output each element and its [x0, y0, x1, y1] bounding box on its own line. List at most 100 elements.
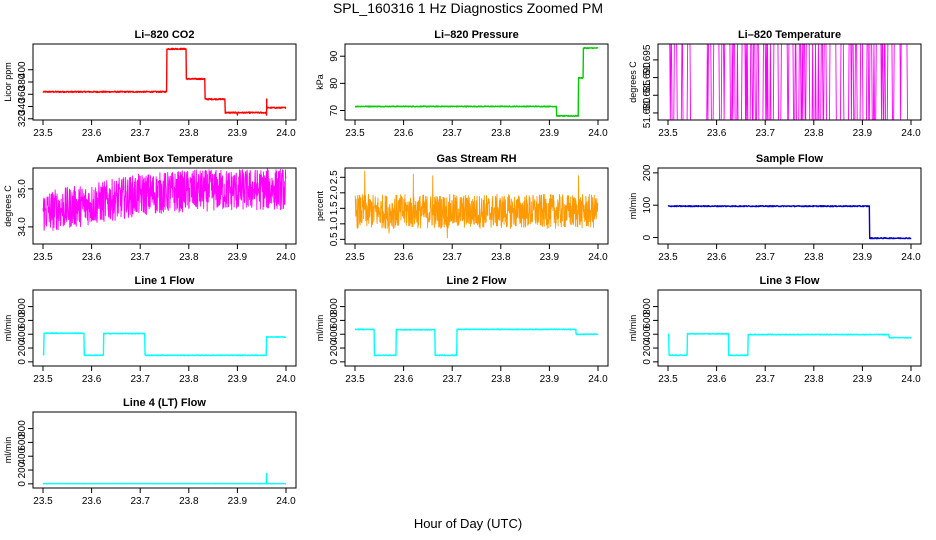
- x-tick-label: 23.8: [179, 252, 199, 263]
- y-tick-label: 800: [329, 298, 340, 315]
- x-tick-label: 23.7: [130, 252, 150, 263]
- x-tick-label: 23.6: [707, 374, 727, 385]
- series-group: [354, 170, 599, 239]
- x-tick-label: 23.5: [658, 128, 678, 139]
- plot-frame: [657, 289, 922, 367]
- panel-title: Li–820 Pressure: [434, 29, 518, 41]
- y-tick-label: 200: [329, 339, 340, 356]
- x-tick-label: 23.7: [755, 252, 775, 263]
- x-tick-label: 24.0: [588, 374, 608, 385]
- x-tick-label: 23.5: [33, 496, 53, 507]
- x-tick-label: 24.0: [588, 128, 608, 139]
- x-tick-label: 23.5: [33, 252, 53, 263]
- series-group: [667, 332, 912, 357]
- series-line: [354, 46, 599, 118]
- y-tick-label: 200: [642, 164, 653, 181]
- x-tick-label: 23.8: [804, 252, 824, 263]
- x-tick-label: 23.9: [540, 374, 560, 385]
- x-tick-label: 23.6: [82, 374, 102, 385]
- panel-3: Li–820 Temperature 23.5 23.6 23.7 23.8 23.9 24…: [628, 29, 922, 139]
- x-tick-label: 23.8: [179, 128, 199, 139]
- series-group: [42, 47, 287, 116]
- y-tick-label: 600: [642, 312, 653, 329]
- x-tick-label: 23.5: [33, 374, 53, 385]
- series-group: [667, 204, 912, 240]
- series-line: [667, 204, 912, 240]
- y-tick-label: 70: [329, 105, 340, 117]
- panel-8: Line 2 Flow 23.5 23.6 23.7 23.8 23.9 24.0 0 2004…: [315, 275, 609, 385]
- x-tick-label: 23.8: [491, 128, 511, 139]
- x-tick-label: 23.9: [228, 374, 248, 385]
- panel-title: Sample Flow: [756, 153, 824, 165]
- y-tick-label: 2.5: [329, 170, 340, 184]
- panel-title: Line 3 Flow: [760, 275, 820, 287]
- x-tick-label: 23.5: [658, 374, 678, 385]
- y-tick-label: 80: [329, 77, 340, 89]
- series-line: [667, 332, 912, 357]
- x-tick-label: 23.9: [540, 252, 560, 263]
- y-tick-label: 400: [17, 61, 28, 78]
- panel-title: Line 4 (LT) Flow: [123, 397, 206, 409]
- series-group: [42, 168, 287, 231]
- y-tick-label: 400: [329, 325, 340, 342]
- series-line: [354, 170, 599, 239]
- panel-5: Gas Stream RH 23.5 23.6 23.7 23.8 23.9 24.0 0.5…: [315, 153, 609, 263]
- y-axis-label: ml/min: [3, 315, 13, 342]
- y-tick-label: 51.680: [642, 97, 653, 128]
- series-group: [354, 46, 599, 118]
- x-tick-label: 23.7: [130, 374, 150, 385]
- series-line: [42, 332, 287, 357]
- y-tick-label: 340: [17, 98, 28, 115]
- y-tick-label: 400: [642, 325, 653, 342]
- x-tick-label: 24.0: [901, 252, 921, 263]
- y-tick-label: 320: [17, 110, 28, 127]
- y-axis-label: ml/min: [628, 315, 638, 342]
- x-tick-label: 23.6: [394, 252, 414, 263]
- x-tick-label: 23.6: [707, 128, 727, 139]
- y-axis-label: degrees C: [3, 185, 13, 227]
- y-tick-label: 200: [642, 339, 653, 356]
- series-line: [42, 47, 287, 116]
- y-tick-label: 90: [329, 50, 340, 62]
- y-tick-label: 51.685: [642, 80, 653, 111]
- plot-frame: [32, 43, 297, 121]
- series-group: [42, 472, 287, 485]
- x-tick-label: 23.8: [179, 374, 199, 385]
- panel-title: Line 2 Flow: [447, 275, 507, 287]
- series-group: [668, 44, 911, 120]
- plot-frame: [657, 43, 922, 121]
- y-tick-label: 35.0: [17, 179, 28, 199]
- y-tick-label: 34.0: [17, 217, 28, 237]
- x-tick-label: 24.0: [276, 128, 296, 139]
- panel-4: Ambient Box Temperature 23.5 23.6 23.7 23.8 2…: [3, 153, 297, 263]
- y-tick-label: 380: [17, 73, 28, 90]
- panel-title: Li–820 CO2: [135, 29, 195, 41]
- x-tick-label: 23.9: [853, 252, 873, 263]
- y-tick-label: 0: [17, 481, 28, 487]
- y-axis-label: Licor ppm: [3, 62, 13, 102]
- panel-9: Line 3 Flow 23.5 23.6 23.7 23.8 23.9 24.0 0 2004…: [628, 275, 922, 385]
- y-axis-label: ml/min: [3, 437, 13, 464]
- y-tick-label: 800: [17, 420, 28, 437]
- x-tick-label: 24.0: [276, 496, 296, 507]
- x-tick-label: 23.8: [491, 374, 511, 385]
- plot-frame: [344, 289, 609, 367]
- y-tick-label: 200: [17, 461, 28, 478]
- x-tick-label: 23.8: [804, 374, 824, 385]
- series-line: [42, 472, 287, 485]
- y-tick-label: 400: [17, 447, 28, 464]
- plot-frame: [32, 289, 297, 367]
- x-tick-label: 23.5: [658, 252, 678, 263]
- x-tick-label: 23.5: [33, 128, 53, 139]
- plot-frame: [344, 167, 609, 245]
- plot-frame: [344, 43, 609, 121]
- y-tick-label: 800: [642, 298, 653, 315]
- x-tick-label: 23.7: [130, 128, 150, 139]
- y-tick-label: 1.5: [329, 201, 340, 215]
- y-tick-label: 0: [642, 234, 653, 240]
- x-tick-label: 23.8: [804, 128, 824, 139]
- panel-10: Line 4 (LT) Flow 23.5 23.6 23.7 23.8 23.9 24.0…: [3, 397, 297, 507]
- series-line: [354, 328, 599, 357]
- x-tick-label: 24.0: [901, 128, 921, 139]
